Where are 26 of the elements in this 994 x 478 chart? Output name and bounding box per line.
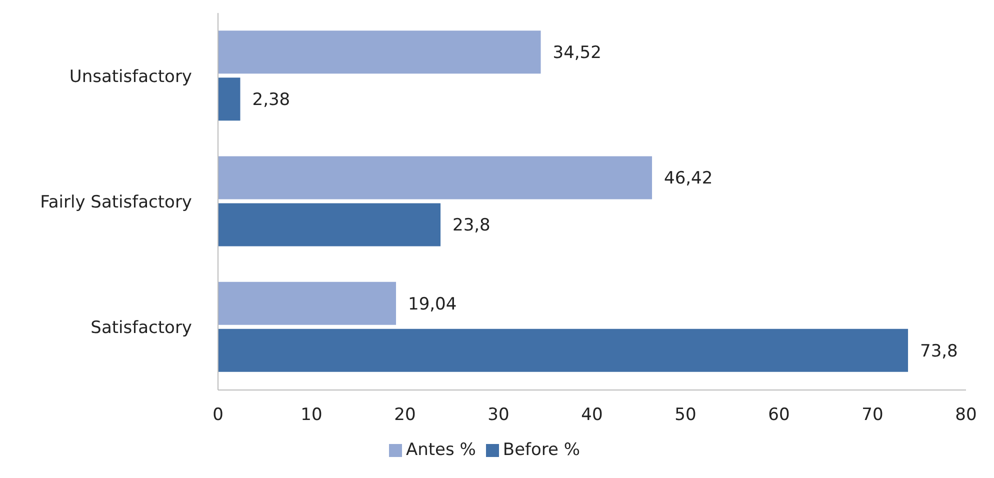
bar [218,282,396,325]
x-tick-label: 70 [862,405,884,426]
data-label: 2,38 [252,90,290,110]
x-tick-label: 10 [300,405,322,426]
legend-label: Before % [502,440,580,460]
bar [218,78,240,121]
bar [218,203,441,246]
y-tick-label: Satisfactory [90,318,192,338]
x-tick-label: 60 [768,405,790,426]
y-tick-label: Unsatisfactory [69,66,192,87]
data-label: 73,8 [920,341,958,362]
bar [218,156,652,200]
data-label: 23,8 [452,216,490,236]
x-tick-label: 80 [955,405,977,426]
bar [218,30,541,74]
x-tick-label: 40 [581,405,603,426]
data-label: 46,42 [664,168,713,189]
bar [218,328,908,372]
legend-label: Antes % [406,440,476,460]
data-label: 34,52 [552,43,602,64]
x-tick-label: 30 [488,405,510,426]
x-tick-label: 50 [674,405,696,426]
x-tick-label: 0 [212,405,224,426]
data-label: 19,04 [408,294,457,314]
y-tick-label: Fairly Satisfactory [40,192,192,213]
x-tick-label: 20 [394,405,416,426]
